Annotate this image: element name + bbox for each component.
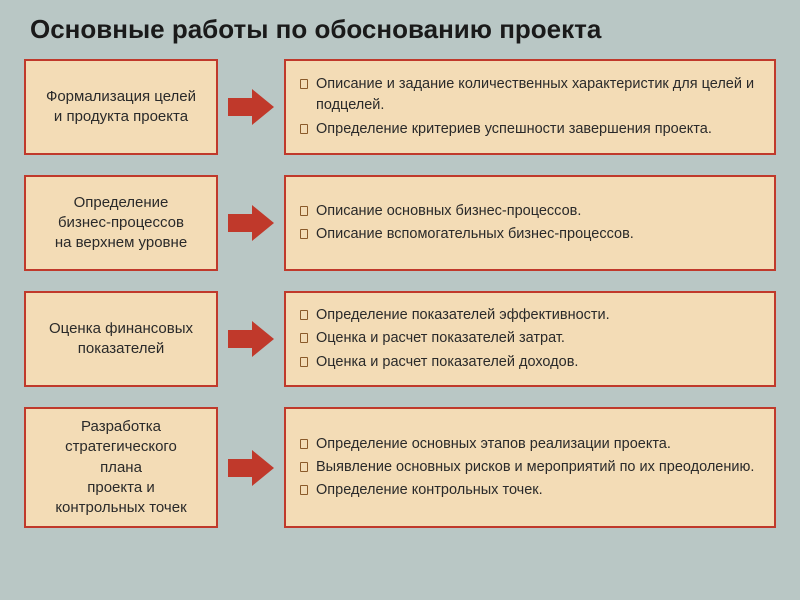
right-list: Описание и задание количественных характ… — [294, 72, 760, 141]
right-list: Определение показателей эффективности.Оц… — [294, 303, 760, 374]
slide-title: Основные работы по обоснованию проекта — [24, 14, 776, 45]
list-item: Описание основных бизнес-процессов. — [294, 201, 760, 222]
left-box-label: Определение бизнес-процессов на верхнем … — [55, 193, 187, 254]
rows-container: Формализация целей и продукта проекта Оп… — [24, 59, 776, 528]
list-item: Описание вспомогательных бизнес-процессо… — [294, 224, 760, 245]
list-item: Оценка и расчет показателей доходов. — [294, 352, 760, 373]
list-item: Определение основных этапов реализации п… — [294, 434, 760, 455]
right-box: Описание основных бизнес-процессов.Описа… — [284, 175, 776, 271]
left-box: Формализация целей и продукта проекта — [24, 59, 218, 155]
right-list: Описание основных бизнес-процессов.Описа… — [294, 199, 760, 247]
list-item: Определение показателей эффективности. — [294, 305, 760, 326]
left-box: Определение бизнес-процессов на верхнем … — [24, 175, 218, 271]
diagram-row: Разработка стратегического плана проекта… — [24, 407, 776, 528]
right-box: Определение показателей эффективности.Оц… — [284, 291, 776, 387]
arrow-right-icon — [228, 321, 274, 357]
list-item: Определение критериев успешности заверше… — [294, 119, 760, 140]
list-item: Определение контрольных точек. — [294, 480, 760, 501]
list-item: Выявление основных рисков и мероприятий … — [294, 457, 760, 478]
left-box: Оценка финансовых показателей — [24, 291, 218, 387]
right-box: Определение основных этапов реализации п… — [284, 407, 776, 528]
right-box: Описание и задание количественных характ… — [284, 59, 776, 155]
arrow-wrap — [218, 407, 284, 528]
diagram-row: Оценка финансовых показателей Определени… — [24, 291, 776, 387]
left-box-label: Формализация целей и продукта проекта — [46, 87, 196, 128]
arrow-right-icon — [228, 205, 274, 241]
list-item: Описание и задание количественных характ… — [294, 74, 760, 116]
arrow-right-icon — [228, 450, 274, 486]
right-list: Определение основных этапов реализации п… — [294, 432, 760, 503]
arrow-wrap — [218, 59, 284, 155]
arrow-wrap — [218, 291, 284, 387]
left-box-label: Разработка стратегического плана проекта… — [55, 417, 186, 518]
arrow-wrap — [218, 175, 284, 271]
diagram-row: Формализация целей и продукта проекта Оп… — [24, 59, 776, 155]
arrow-right-icon — [228, 89, 274, 125]
left-box-label: Оценка финансовых показателей — [49, 319, 193, 360]
left-box: Разработка стратегического плана проекта… — [24, 407, 218, 528]
diagram-row: Определение бизнес-процессов на верхнем … — [24, 175, 776, 271]
slide: Основные работы по обоснованию проекта Ф… — [0, 0, 800, 600]
list-item: Оценка и расчет показателей затрат. — [294, 328, 760, 349]
